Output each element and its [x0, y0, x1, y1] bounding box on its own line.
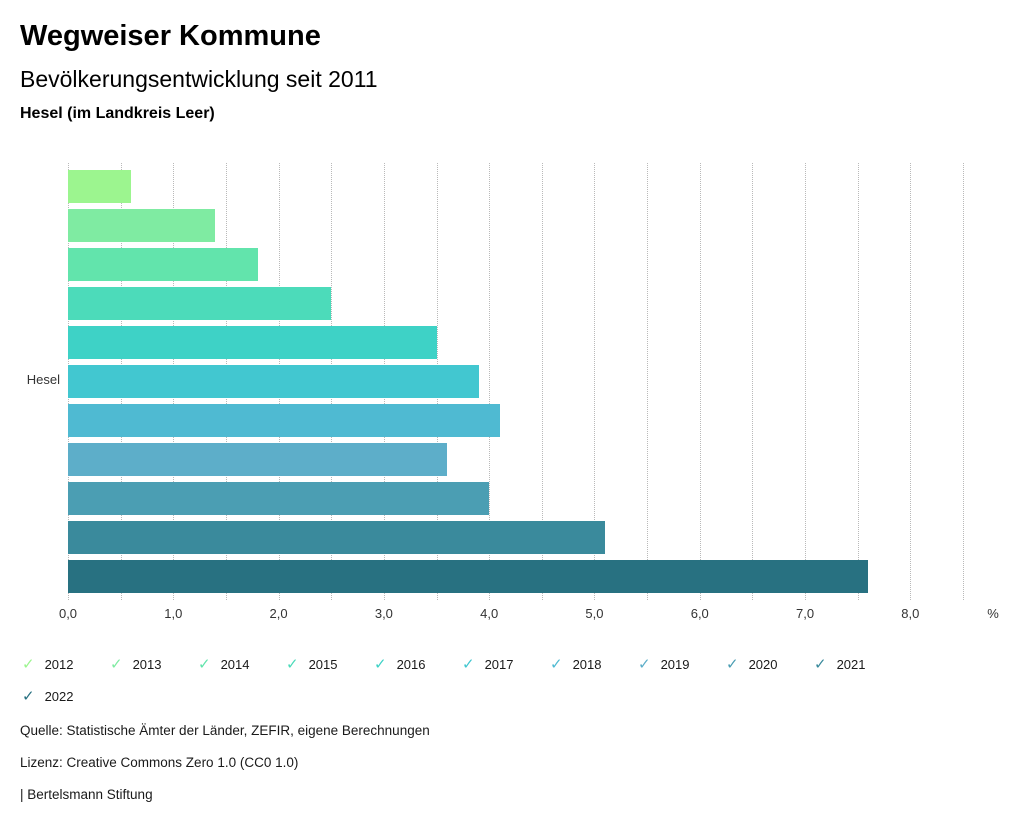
gridline — [541, 163, 543, 600]
gridline — [699, 163, 701, 600]
check-icon: ✓ — [814, 654, 827, 673]
attribution-note: | Bertelsmann Stiftung — [20, 787, 153, 802]
legend-item-2016[interactable]: ✓ 2016 — [374, 648, 462, 680]
check-icon: ✓ — [638, 654, 651, 673]
x-tick-label: 3,0 — [374, 606, 393, 621]
check-icon: ✓ — [550, 654, 563, 673]
check-icon: ✓ — [374, 654, 387, 673]
gridline — [594, 163, 596, 600]
chart-location-label: Hesel (im Landkreis Leer) — [20, 105, 215, 122]
x-tick-label: 7,0 — [796, 606, 815, 621]
gridline — [857, 163, 859, 600]
license-note: Lizenz: Creative Commons Zero 1.0 (CC0 1… — [20, 755, 299, 770]
gridline — [752, 163, 754, 600]
legend-item-2014[interactable]: ✓ 2014 — [198, 648, 286, 680]
legend-year-label: 2015 — [308, 656, 338, 672]
check-icon: ✓ — [110, 654, 123, 673]
x-tick-label: 2,0 — [269, 606, 288, 621]
check-icon: ✓ — [198, 654, 211, 673]
x-tick-label: 0,0 — [58, 606, 78, 621]
bar-2013[interactable] — [68, 209, 216, 242]
bar-2016[interactable] — [68, 326, 437, 359]
legend-item-2015[interactable]: ✓ 2015 — [286, 648, 374, 680]
bar-2014[interactable] — [68, 248, 258, 281]
footer: Quelle: Statistische Ämter der Länder, Z… — [20, 723, 430, 819]
bar-2018[interactable] — [68, 404, 500, 437]
plot-area — [68, 163, 964, 600]
x-tick-label: 6,0 — [690, 606, 709, 621]
legend-year-label: 2016 — [396, 656, 426, 672]
x-tick-label: 5,0 — [585, 606, 604, 621]
bar-2022[interactable] — [68, 560, 869, 593]
check-icon: ✓ — [726, 654, 739, 673]
source-note: Quelle: Statistische Ämter der Länder, Z… — [20, 723, 430, 738]
check-icon: ✓ — [22, 654, 35, 673]
legend-year-label: 2014 — [220, 656, 250, 672]
check-icon: ✓ — [462, 654, 475, 673]
legend-item-2019[interactable]: ✓ 2019 — [638, 648, 726, 680]
gridline — [963, 163, 964, 600]
legend-item-2021[interactable]: ✓ 2021 — [814, 648, 902, 680]
gridline — [489, 163, 491, 600]
x-tick-label: 4,0 — [480, 606, 499, 621]
bar-2015[interactable] — [68, 287, 332, 320]
legend-year-label: 2017 — [484, 656, 514, 672]
legend-year-label: 2021 — [836, 656, 866, 672]
legend: ✓ 2012 ✓ 2013 ✓ 2014 ✓ 2015 ✓ 2016 ✓ 2017 ✓ 2018 ✓ 2019… — [22, 648, 922, 712]
page-title: Wegweiser Kommune — [20, 20, 321, 52]
legend-item-2013[interactable]: ✓ 2013 — [110, 648, 198, 680]
bar-2019[interactable] — [68, 443, 448, 476]
legend-item-2018[interactable]: ✓ 2018 — [550, 648, 638, 680]
x-tick-label: 8,0 — [901, 606, 920, 621]
legend-year-label: 2022 — [44, 688, 74, 704]
check-icon: ✓ — [286, 654, 299, 673]
legend-item-2017[interactable]: ✓ 2017 — [462, 648, 550, 680]
bar-2020[interactable] — [68, 482, 490, 515]
check-icon: ✓ — [22, 686, 35, 705]
gridline — [805, 163, 807, 600]
x-tick-label: 1,0 — [164, 606, 183, 621]
bar-2021[interactable] — [68, 521, 605, 554]
gridline — [647, 163, 649, 600]
category-axis-label: Hesel — [26, 372, 60, 387]
legend-year-label: 2018 — [572, 656, 602, 672]
legend-item-2022[interactable]: ✓ 2022 — [22, 680, 110, 712]
legend-item-2012[interactable]: ✓ 2012 — [22, 648, 110, 680]
legend-item-2020[interactable]: ✓ 2020 — [726, 648, 814, 680]
bar-2017[interactable] — [68, 365, 479, 398]
x-axis-unit-label: % — [987, 606, 999, 621]
bar-2012[interactable] — [68, 170, 132, 203]
legend-year-label: 2020 — [748, 656, 778, 672]
legend-year-label: 2013 — [132, 656, 162, 672]
x-axis: 0,0 1,0 2,0 3,0 4,0 5,0 6,0 7,0 8,0% — [0, 606, 1024, 624]
legend-year-label: 2019 — [660, 656, 690, 672]
legend-year-label: 2012 — [44, 656, 74, 672]
gridline — [910, 163, 912, 600]
chart-title: Bevölkerungsentwicklung seit 2011 — [20, 66, 378, 92]
